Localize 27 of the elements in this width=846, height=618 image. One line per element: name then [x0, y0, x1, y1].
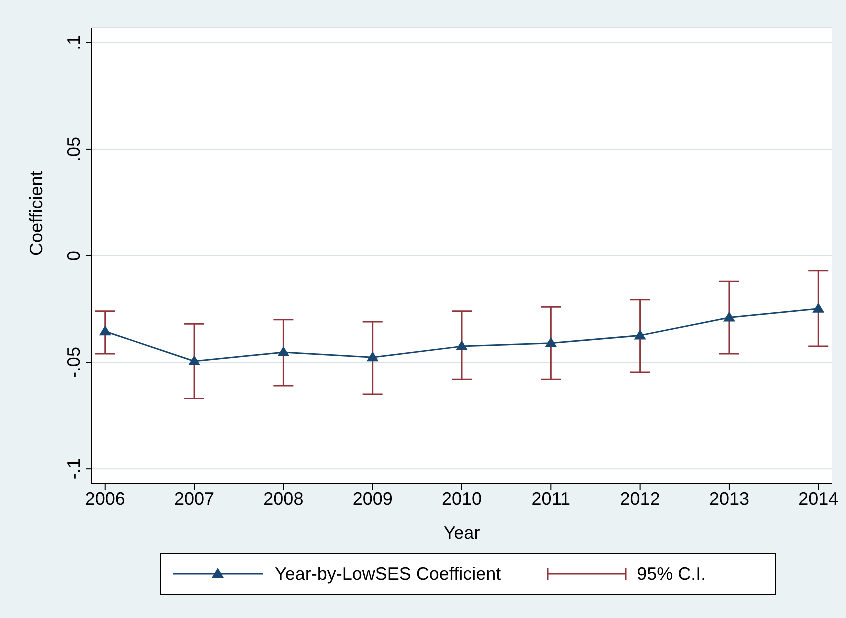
y-tick-label: .1 [64, 35, 84, 50]
x-tick-label: 2009 [352, 488, 393, 509]
y-tick-label: 0 [64, 250, 84, 262]
x-tick-label: 2013 [709, 488, 750, 509]
y-axis-title: Coefficient [26, 171, 46, 256]
y-tick-label: -.05 [64, 347, 84, 378]
x-tick-label: 2012 [620, 488, 660, 509]
point [456, 340, 468, 351]
x-tick-label: 2007 [174, 488, 215, 509]
point [188, 355, 201, 366]
point [545, 337, 558, 348]
legend-label: Year-by-LowSES Coefficient [275, 564, 502, 584]
x-tick-label: 2014 [798, 488, 839, 509]
point [723, 312, 736, 322]
y-tick-label: -.1 [64, 458, 84, 480]
x-tick-label: 2008 [264, 488, 304, 509]
point [812, 302, 825, 313]
point [634, 330, 646, 340]
x-tick-label: 2010 [442, 488, 482, 509]
point [366, 352, 379, 362]
point [99, 326, 112, 336]
x-tick-label: 2006 [85, 488, 126, 509]
x-axis-title: Year [444, 523, 480, 543]
x-tick-label: 2011 [532, 488, 571, 509]
point [278, 346, 290, 357]
y-tick-label: .05 [64, 136, 84, 162]
legend-box: Year-by-LowSES Coefficient 95% C.I. [160, 553, 776, 595]
